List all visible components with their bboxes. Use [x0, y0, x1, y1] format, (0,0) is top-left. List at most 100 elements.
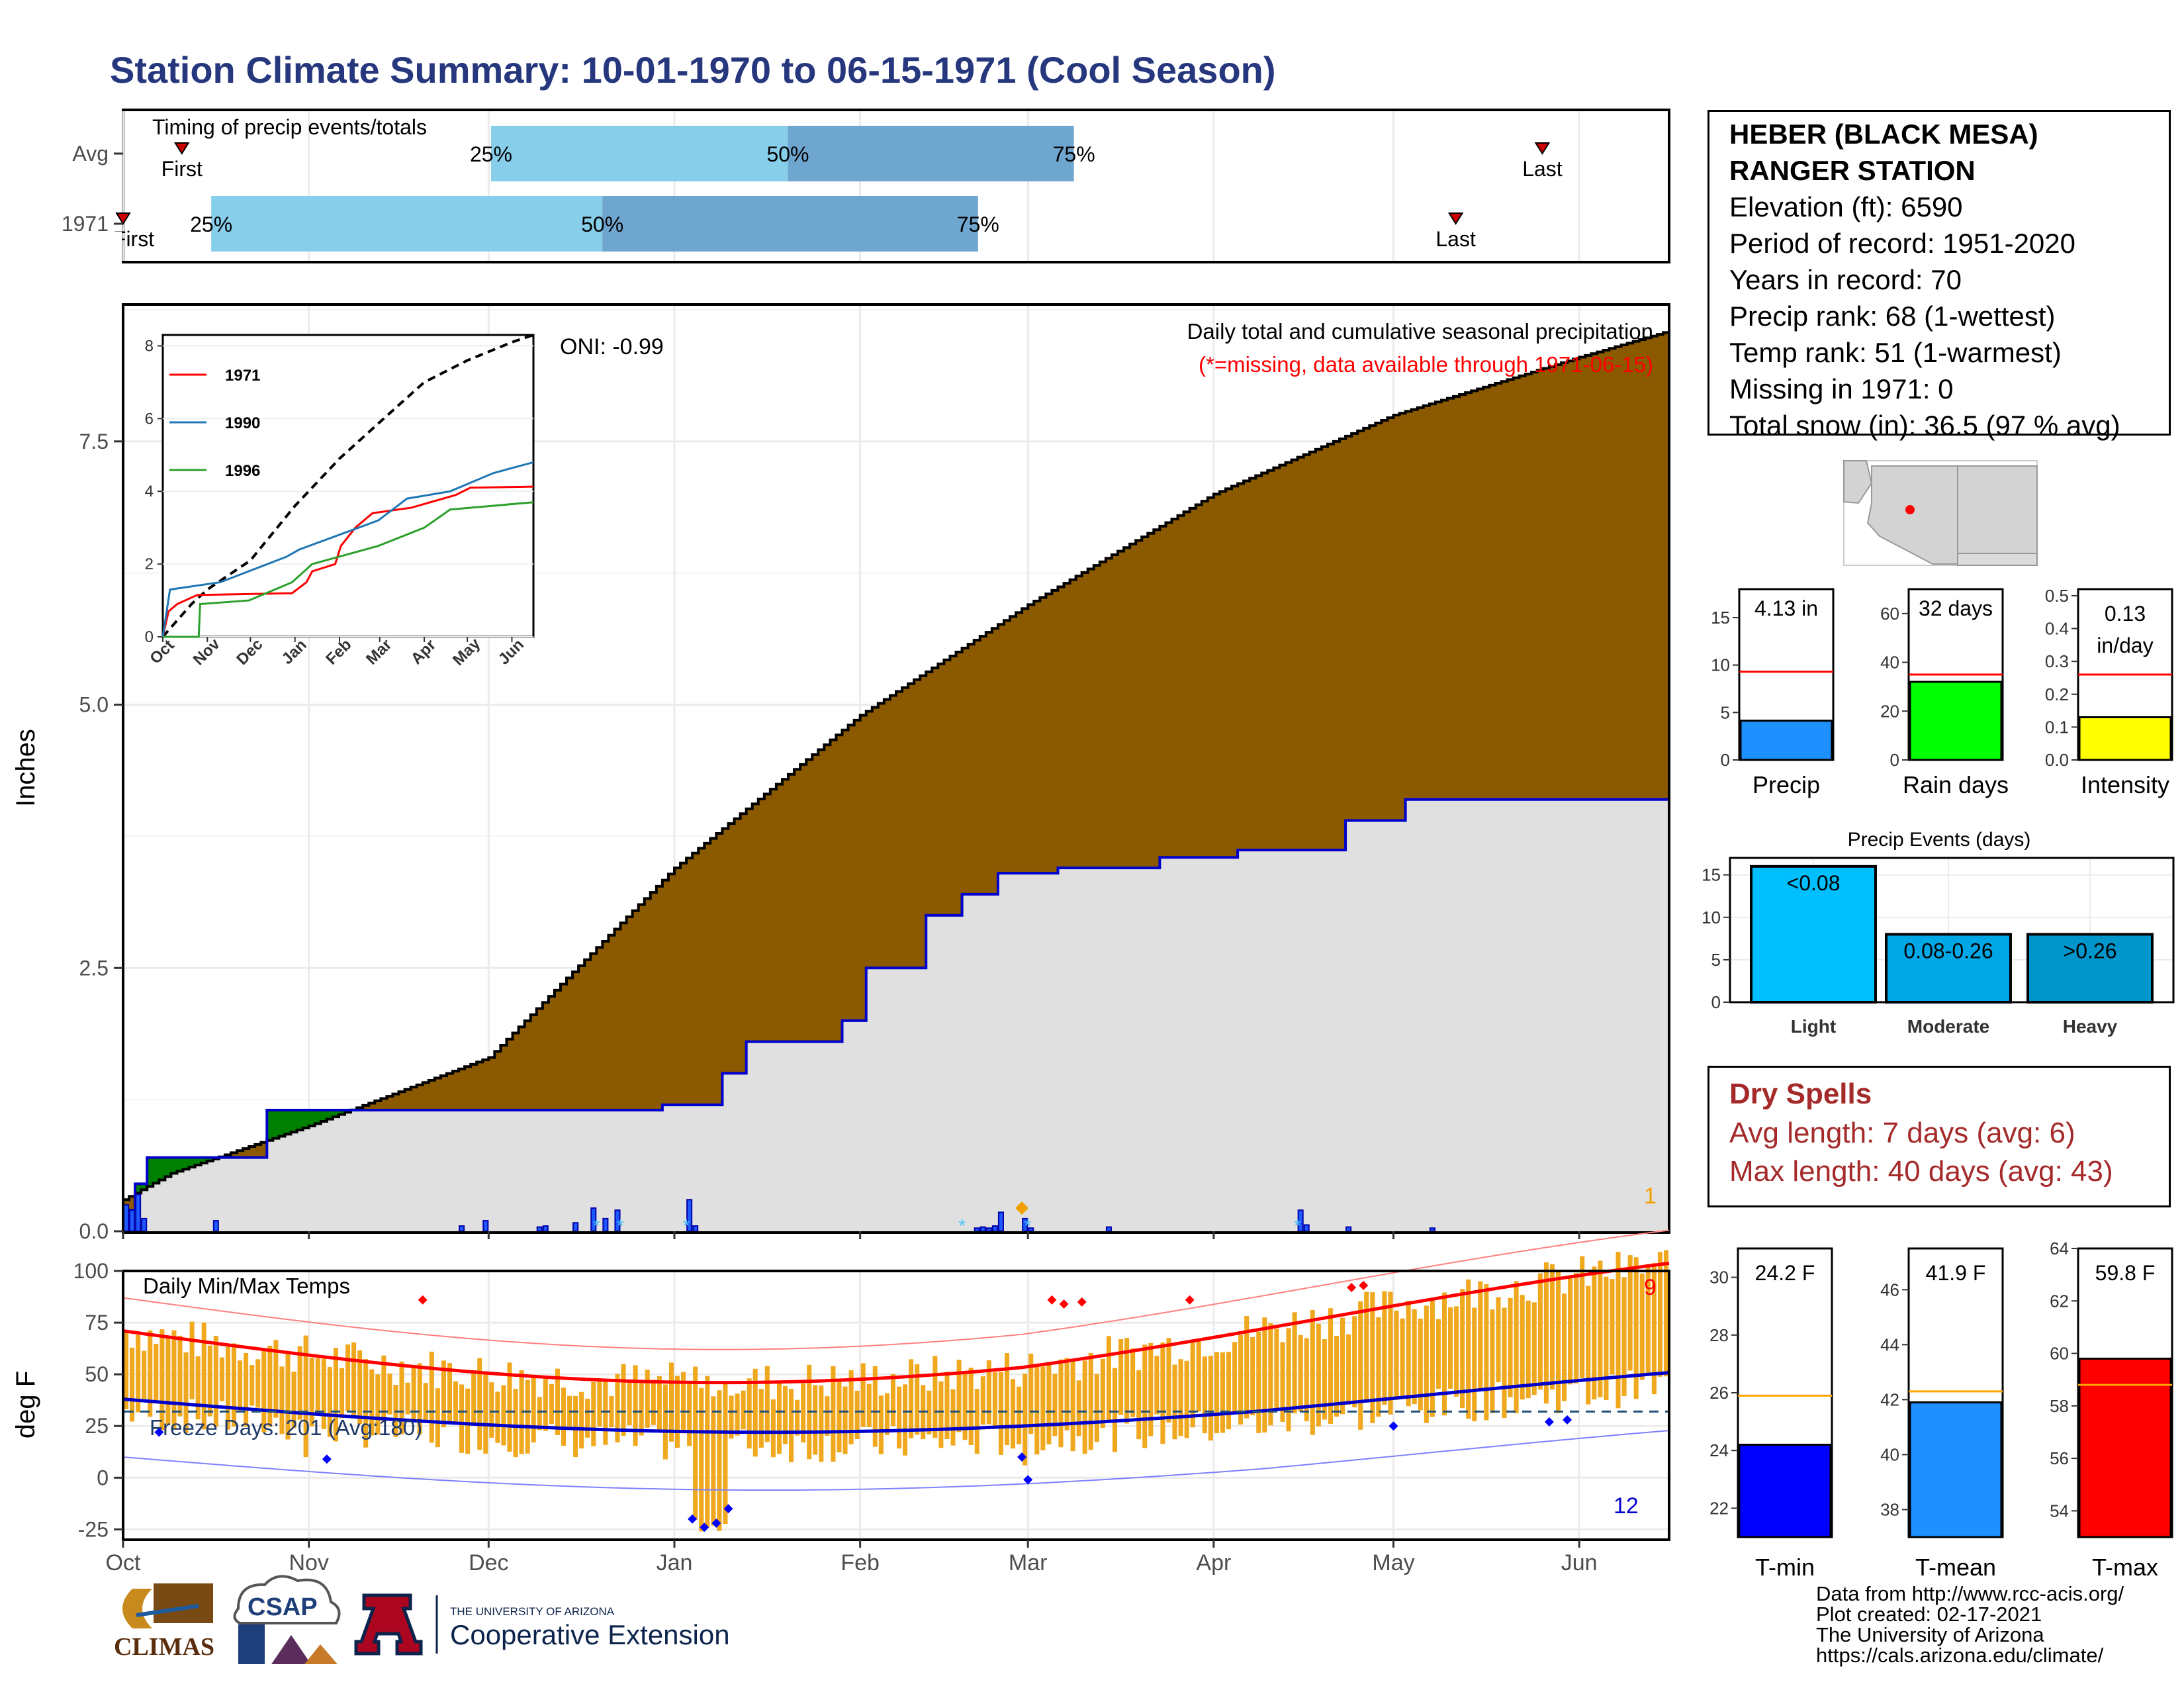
- temp-range-bar: [573, 1395, 578, 1458]
- precip-areas: [123, 330, 1670, 1233]
- temp-range-bar: [1615, 1252, 1621, 1409]
- temp-range-bar: [549, 1383, 554, 1425]
- temp-range-bar: [447, 1363, 452, 1422]
- record-low-marker: [1017, 1452, 1027, 1462]
- temp-range-bar: [1645, 1264, 1651, 1376]
- daily-precip-bar: [123, 1204, 130, 1233]
- precip-y-tick-label: 0.0: [79, 1219, 109, 1243]
- temp-range-bar: [1011, 1379, 1016, 1449]
- precip-chart-subtitle: (*=missing, data available through 1971-…: [1199, 352, 1653, 377]
- station-years: Years in record: 70: [1729, 264, 1962, 295]
- temp-range-bar: [1268, 1323, 1273, 1426]
- record-min-line: [122, 1430, 1670, 1491]
- temp-range-bar: [687, 1382, 692, 1446]
- temp-range-bar: [764, 1366, 770, 1442]
- temp-y-ticks: 100 75 50 25 0 -25: [73, 1259, 123, 1541]
- temp-range-bar: [1639, 1273, 1645, 1380]
- temp-range-bar: [531, 1377, 536, 1443]
- temp-range-bar: [1394, 1310, 1399, 1400]
- events-tick-label: 10: [1702, 908, 1721, 927]
- temp-summary-label: T-max: [2092, 1554, 2158, 1581]
- temp-range-bar: [1238, 1335, 1244, 1425]
- temp-range-bar: [723, 1382, 728, 1524]
- daily-precip-bar: [212, 1220, 219, 1233]
- mini-bar-label: Precip: [1752, 771, 1820, 798]
- temp-range-bar: [1046, 1364, 1052, 1444]
- mini-bar-tick-label: 0: [1721, 750, 1730, 770]
- record-high-marker: [1185, 1295, 1195, 1305]
- month-label: May: [1372, 1550, 1414, 1575]
- temp-range-bar: [1070, 1360, 1075, 1452]
- temp-range-bar: [1418, 1318, 1423, 1411]
- temp-range-bar: [645, 1370, 650, 1428]
- temp-range-bar: [213, 1336, 218, 1427]
- temp-summary-value: 24.2 F: [1755, 1261, 1815, 1285]
- temp-range-bar: [1472, 1307, 1477, 1422]
- daily-precip-bar: [692, 1225, 699, 1232]
- daily-precip-bar: [979, 1226, 986, 1232]
- temp-range-bar: [1610, 1279, 1615, 1375]
- temp-range-bar: [998, 1372, 1003, 1455]
- temp-range-bar: [1028, 1353, 1034, 1434]
- temp-range-bar: [1196, 1339, 1201, 1412]
- temp-range-bar: [357, 1350, 363, 1425]
- temp-range-bar: [758, 1389, 764, 1448]
- precip-chart-title: Daily total and cumulative seasonal prec…: [1187, 319, 1653, 344]
- station-period: Period of record: 1951-2020: [1729, 228, 2076, 259]
- temp-range-bar: [1370, 1292, 1375, 1423]
- temp-range-bar: [1130, 1348, 1136, 1417]
- temp-range-bar: [668, 1362, 674, 1442]
- precip-y-tick-label: 7.5: [79, 430, 109, 453]
- daily-precip-bar: [141, 1217, 148, 1232]
- temp-range-bar: [363, 1359, 369, 1448]
- temp-range-bar: [711, 1396, 716, 1526]
- temp-range-bar: [1262, 1317, 1267, 1432]
- temp-range-bar: [837, 1378, 842, 1453]
- temp-range-bar: [1316, 1323, 1321, 1427]
- temp-range-bar: [1310, 1309, 1315, 1435]
- freeze-days-label: Freeze Days: 201 (Avg:180): [150, 1415, 422, 1440]
- temp-summary-tick-label: 38: [1880, 1499, 1899, 1519]
- timing-row-label: Avg: [72, 142, 109, 165]
- temp-range-bar: [327, 1367, 332, 1437]
- temp-range-bar: [1017, 1386, 1022, 1444]
- temp-range-bar: [1412, 1309, 1417, 1405]
- temp-range-bar: [1298, 1335, 1303, 1412]
- temp-range-bar: [909, 1359, 914, 1438]
- temp-range-bar: [782, 1385, 788, 1444]
- temp-range-bar: [1424, 1305, 1429, 1423]
- temp-range-bar: [238, 1360, 243, 1411]
- missing-star: *: [593, 1215, 600, 1236]
- temp-summary-value: 41.9 F: [1926, 1261, 1986, 1285]
- temp-range-bar: [950, 1389, 956, 1446]
- temp-range-bar: [261, 1350, 267, 1432]
- temp-range-bar: [1514, 1281, 1519, 1413]
- climas-logo: CLIMAS: [113, 1583, 214, 1661]
- last-label: Last: [1435, 227, 1476, 251]
- temp-range-bar: [1388, 1291, 1393, 1415]
- temp-summary-tick-label: 26: [1709, 1383, 1729, 1403]
- temp-range-bar: [555, 1368, 560, 1435]
- temp-range-bar: [351, 1342, 357, 1416]
- events-tick-label: 0: [1711, 992, 1721, 1012]
- temp-range-bar: [1088, 1352, 1093, 1450]
- events-bar-label: >0.26: [2064, 939, 2117, 962]
- temp-range-bar: [250, 1365, 255, 1406]
- temp-summary-tick-label: 58: [2050, 1396, 2069, 1416]
- temp-range-bar: [1466, 1279, 1471, 1419]
- temp-range-bar: [825, 1396, 830, 1436]
- temp-summary-bar: [2078, 1357, 2172, 1538]
- events-tick-label: 15: [1702, 865, 1721, 885]
- temp-range-bar: [813, 1385, 818, 1455]
- daily-precip-bar: [135, 1194, 142, 1233]
- temp-range-bar: [591, 1382, 596, 1446]
- daily-precip-bar: [1303, 1224, 1310, 1233]
- temp-range-bar: [159, 1329, 165, 1430]
- temp-range-bar: [1292, 1312, 1297, 1414]
- temp-count-top: 9: [1644, 1275, 1657, 1300]
- temp-range-bar: [513, 1389, 518, 1458]
- missing-star: *: [1024, 1215, 1032, 1236]
